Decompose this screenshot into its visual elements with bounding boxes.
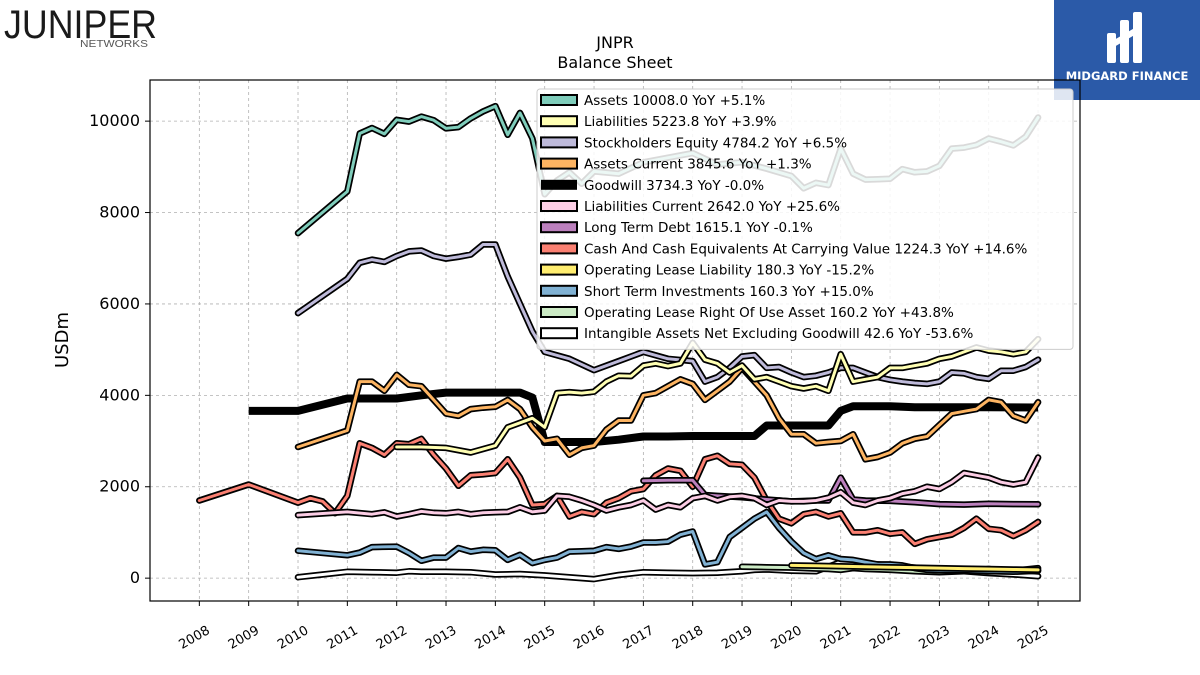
x-axis: 2008 2009 2010 2011 2012 2013 2014 2015 2016 2017… — [177, 601, 1051, 653]
x-tick-label: 2024 — [966, 623, 1002, 653]
series-cash-and-cash-equivalents-at-carrying-value — [196, 435, 1042, 548]
legend-box — [536, 88, 1074, 350]
legend-item: Liabilities 5223.8 YoY +3.9% — [540, 114, 777, 130]
legend-item: Long Term Debt 1615.1 YoY -0.1% — [540, 220, 813, 236]
y-tick-label: 2000 — [99, 477, 140, 496]
legend-label: Short Term Investments 160.3 YoY +15.0% — [584, 284, 874, 300]
x-tick-label: 2020 — [769, 623, 805, 653]
series-assets-current — [294, 364, 1042, 463]
midgard-emblem-icon — [1107, 12, 1142, 63]
legend-item: Assets Current 3845.6 YoY +1.3% — [540, 157, 812, 173]
series-line — [197, 437, 1040, 546]
x-tick-label: 2008 — [177, 623, 213, 653]
plot-frame — [149, 79, 1081, 602]
x-tick-label: 2013 — [423, 623, 459, 653]
legend-swatch — [540, 200, 578, 212]
legend-item: Operating Lease Liability 180.3 YoY -15.… — [540, 263, 874, 279]
x-tick-label: 2017 — [621, 623, 657, 653]
legend-label: Liabilities 5223.8 YoY +3.9% — [584, 114, 777, 130]
y-tick-label: 8000 — [99, 203, 140, 222]
x-tick-label: 2023 — [917, 623, 953, 653]
series-line — [395, 337, 1040, 454]
legend-swatch — [540, 263, 578, 276]
x-tick-label: 2010 — [275, 623, 311, 653]
legend-label: Liabilities Current 2642.0 YoY +25.6% — [584, 199, 840, 215]
series-line — [296, 243, 1040, 386]
legend-swatch — [540, 94, 578, 106]
legend-item: Intangible Assets Net Excluding Goodwill… — [540, 326, 974, 342]
legend-item: Goodwill 3734.3 YoY -0.0% — [541, 178, 764, 194]
legend-label: Operating Lease Liability 180.3 YoY -15.… — [584, 263, 874, 279]
y-tick-label: 4000 — [99, 385, 140, 404]
x-tick-label: 2022 — [867, 623, 903, 653]
legend-label: Operating Lease Right Of Use Asset 160.2… — [584, 305, 954, 321]
midgard-finance-logo: MIDGARD FINANCE — [1054, 0, 1200, 100]
legend-label: Cash And Cash Equivalents At Carrying Va… — [584, 241, 1028, 257]
series-stockholders-equity — [294, 241, 1042, 388]
legend-label: Assets Current 3845.6 YoY +1.3% — [584, 157, 812, 173]
series-operating-lease-liability — [788, 562, 1042, 574]
legend-item: Short Term Investments 160.3 YoY +15.0% — [540, 284, 874, 300]
x-tick-label: 2025 — [1015, 623, 1051, 653]
juniper-logo-subtext: NETWORKS — [80, 39, 148, 50]
x-tick-label: 2009 — [226, 623, 262, 653]
legend-swatch — [540, 284, 578, 297]
legend-swatch — [540, 157, 578, 170]
legend-label: Assets 10008.0 YoY +5.1% — [584, 93, 765, 109]
x-tick-label: 2014 — [473, 623, 509, 653]
x-tick-label: 2015 — [522, 623, 558, 653]
series-line — [296, 456, 1040, 518]
x-tick-label: 2021 — [818, 623, 854, 653]
legend-swatch — [541, 179, 577, 190]
y-axis: 0 2000 4000 6000 8000 10000 — [89, 111, 150, 587]
chart-title: JNPR — [595, 33, 633, 52]
legend-swatch — [540, 115, 578, 128]
series-goodwill — [248, 388, 1039, 446]
x-tick-label: 2016 — [571, 623, 607, 653]
series-line — [296, 366, 1040, 461]
juniper-logo-text: JUNIPER — [4, 3, 157, 47]
legend-item: Liabilities Current 2642.0 YoY +25.6% — [540, 199, 840, 215]
legend-item: Stockholders Equity 4784.2 YoY +6.5% — [540, 135, 847, 151]
legend-swatch — [540, 327, 578, 340]
legend-item: Assets 10008.0 YoY +5.1% — [540, 93, 765, 109]
legend-swatch — [540, 242, 578, 255]
legend: Assets 10008.0 YoY +5.1% Liabilities 5223… — [536, 88, 1074, 350]
juniper-logo: JUNIPER NETWORKS — [4, 3, 157, 50]
chart-subtitle: Balance Sheet — [557, 53, 672, 72]
legend-label: Goodwill 3734.3 YoY -0.0% — [584, 178, 764, 194]
x-tick-label: 2019 — [719, 623, 755, 653]
legend-swatch — [540, 136, 578, 149]
x-tick-label: 2018 — [670, 623, 706, 653]
y-tick-label: 6000 — [99, 294, 140, 313]
legend-item: Operating Lease Right Of Use Asset 160.2… — [540, 305, 954, 321]
midgard-logo-text: MIDGARD FINANCE — [1066, 69, 1189, 83]
series-liabilities — [393, 335, 1042, 456]
series-line — [248, 388, 1039, 446]
y-tick-label: 0 — [130, 568, 140, 587]
y-tick-label: 10000 — [89, 111, 140, 130]
legend-swatch — [540, 221, 578, 234]
legend-swatch — [540, 306, 578, 318]
x-tick-label: 2011 — [325, 623, 361, 653]
series-line — [789, 563, 1040, 572]
x-tick-label: 2012 — [374, 623, 410, 653]
legend-label: Stockholders Equity 4784.2 YoY +6.5% — [584, 135, 847, 151]
y-axis-label: USDm — [52, 312, 73, 368]
series-liabilities-current — [294, 454, 1042, 520]
legend-label: Long Term Debt 1615.1 YoY -0.1% — [584, 220, 813, 236]
legend-label: Intangible Assets Net Excluding Goodwill… — [584, 326, 974, 342]
legend-item: Cash And Cash Equivalents At Carrying Va… — [540, 241, 1028, 257]
